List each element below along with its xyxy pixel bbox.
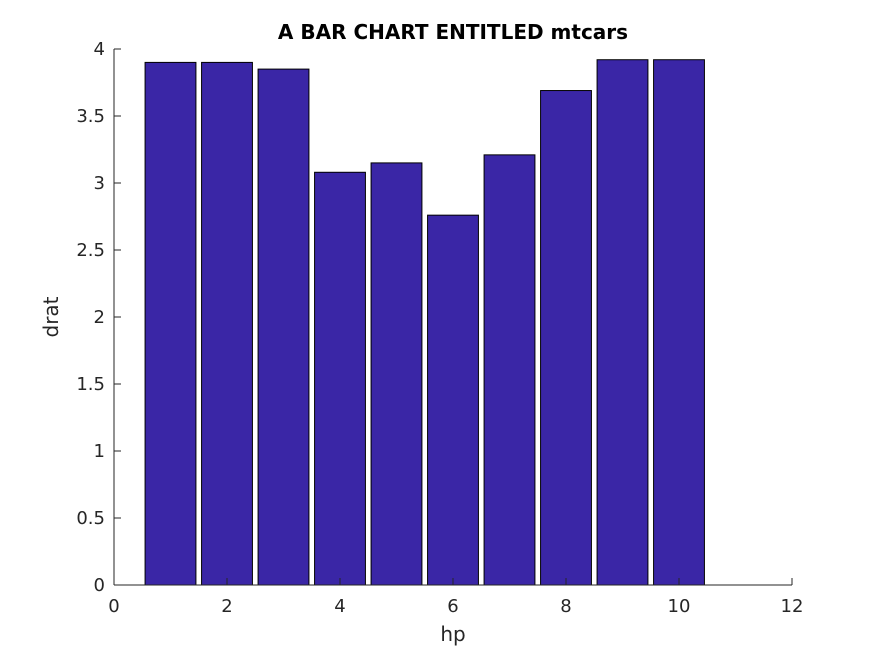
x-tick-label: 0 [108,596,119,617]
bar-7 [483,154,536,586]
bar-9 [596,59,649,586]
x-tick-label: 4 [334,596,345,617]
bars-group [144,59,705,586]
y-tick-label: 0.5 [76,508,105,529]
x-tick-label: 10 [668,596,691,617]
bar-3 [257,68,310,586]
bar-8 [540,90,592,586]
bar-2 [201,61,253,586]
bar-1 [144,61,197,586]
chart-title: A BAR CHART ENTITLED mtcars [278,20,628,44]
x-tick-label: 2 [221,596,232,617]
bar-5 [370,162,423,586]
x-ticks-group: 0 2 4 6 8 10 12 [108,578,803,617]
y-tick-label: 1 [94,441,105,462]
y-tick-label: 4 [94,39,105,60]
bar-6 [427,214,479,586]
x-tick-label: 6 [447,596,458,617]
x-axis-label: hp [440,622,465,646]
bar-10 [653,59,705,586]
y-tick-label: 3.5 [76,106,105,127]
x-tick-label: 8 [560,596,571,617]
x-tick-label: 12 [781,596,804,617]
bar-4 [314,171,366,586]
y-ticks-group: 0 0.5 1 1.5 2 2.5 3 3.5 4 [76,39,121,596]
y-tick-label: 0 [94,575,105,596]
y-axis-label: drat [39,296,63,337]
y-tick-label: 3 [94,173,105,194]
y-tick-label: 2.5 [76,240,105,261]
y-tick-label: 1.5 [76,374,105,395]
y-tick-label: 2 [94,307,105,328]
